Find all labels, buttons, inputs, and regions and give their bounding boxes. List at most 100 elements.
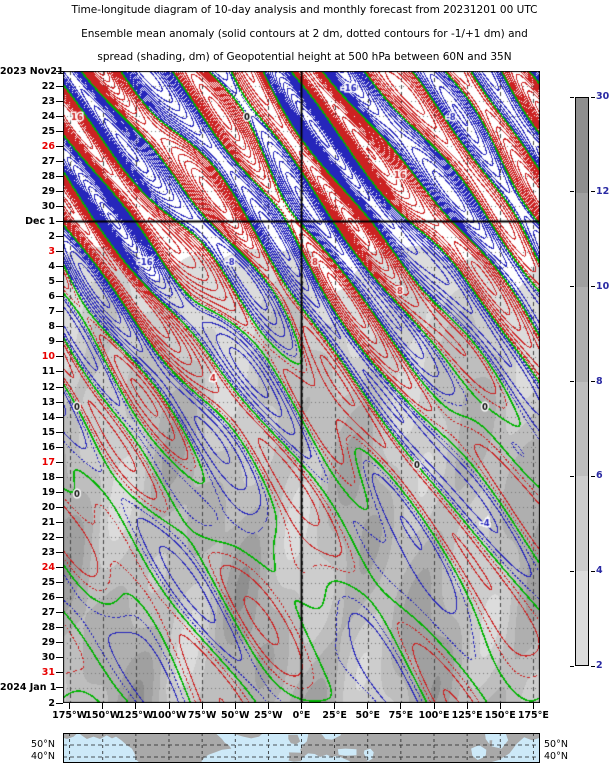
y-axis-date-label: 11	[41, 366, 55, 378]
y-axis-tick	[56, 627, 63, 629]
x-axis-tick	[367, 703, 369, 709]
map-lat-label-right: 50°N	[544, 739, 568, 750]
y-axis-tick	[56, 266, 63, 268]
y-axis-date-label: 24	[41, 110, 55, 122]
colorbar-segment	[576, 192, 588, 287]
y-axis-date-label: 6	[48, 291, 55, 303]
colorbar-segment	[576, 381, 588, 476]
y-axis-tick	[56, 145, 63, 147]
y-axis-tick	[56, 491, 63, 493]
colorbar-tick	[591, 381, 595, 382]
y-axis-tick	[56, 461, 63, 463]
colorbar-tick	[570, 665, 574, 667]
y-axis-date-label: 19	[41, 486, 55, 498]
y-axis-tick	[56, 657, 63, 659]
x-axis-tick	[400, 703, 402, 709]
map-chukotka-west	[63, 733, 78, 739]
y-axis-date-label: 2024 Jan 1	[0, 682, 57, 694]
map-british-isles	[288, 734, 301, 745]
colorbar-segment	[576, 570, 588, 665]
colorbar-tick	[591, 96, 595, 98]
y-axis-tick	[56, 356, 63, 358]
x-axis-tick	[69, 703, 71, 709]
y-axis-date-label: 9	[48, 336, 55, 348]
y-axis-tick	[56, 190, 63, 192]
x-axis-longitude-label: 25°E	[322, 710, 347, 721]
map-greenland-south	[231, 733, 264, 739]
y-axis-date-label: 30	[41, 652, 55, 664]
y-axis-tick	[56, 702, 63, 704]
y-axis-tick	[56, 401, 63, 403]
y-axis-date-label: 23	[41, 547, 55, 559]
y-axis-date-label: 21	[41, 516, 55, 528]
map-north-america	[78, 733, 232, 763]
y-axis-date-label: 24	[41, 562, 55, 574]
y-axis-date-label: 5	[48, 276, 55, 288]
y-axis-tick	[56, 597, 63, 599]
colorbar-tick	[591, 191, 595, 193]
colorbar-tick-label: 10	[596, 280, 609, 292]
map-kamchatka	[507, 733, 517, 744]
x-axis-longitude-label: 175°E	[517, 710, 549, 721]
chart-title-line-1: Time-longitude diagram of 10-day analysi…	[71, 4, 538, 16]
hovmoller-contour-plot	[63, 71, 540, 703]
y-axis-tick	[56, 431, 63, 433]
y-axis-tick	[56, 115, 63, 117]
colorbar-tick	[570, 381, 574, 382]
y-axis-tick	[56, 371, 63, 373]
map-japan	[475, 750, 495, 763]
y-axis-date-label: 10	[41, 351, 55, 363]
x-axis-tick	[334, 703, 336, 709]
map-chukotka-east	[529, 733, 540, 738]
y-axis-date-label: 27	[41, 607, 55, 619]
x-axis-tick	[466, 703, 468, 709]
x-axis-tick	[301, 703, 302, 709]
colorbar-tick	[570, 570, 574, 572]
colorbar-segment	[576, 476, 588, 571]
x-axis-longitude-label: 50°W	[221, 710, 250, 721]
colorbar-tick	[591, 570, 595, 572]
y-axis-tick	[56, 386, 63, 388]
y-axis-tick	[56, 205, 63, 207]
y-axis-tick	[56, 567, 63, 569]
colorbar-tick-label: 6	[596, 470, 603, 482]
y-axis-date-label: 29	[41, 637, 55, 649]
colorbar-tick	[570, 191, 574, 193]
x-axis-tick	[433, 703, 435, 709]
colorbar-tick	[570, 286, 574, 288]
y-axis-date-label: 2	[48, 231, 55, 243]
colorbar-segment	[576, 287, 588, 382]
y-axis-date-label: 17	[41, 456, 55, 468]
y-axis-date-label: 26	[41, 592, 55, 604]
y-axis-date-label: 29	[41, 185, 55, 197]
colorbar-tick	[570, 96, 574, 98]
x-axis-tick	[201, 703, 203, 709]
x-axis-longitude-label: 50°E	[355, 710, 380, 721]
y-axis-tick	[56, 326, 63, 328]
map-black-sea	[337, 748, 357, 756]
y-axis-tick	[56, 612, 63, 614]
y-axis-tick	[56, 175, 63, 177]
x-axis-longitude-label: 125°W	[118, 710, 154, 721]
y-axis-date-label: 18	[41, 471, 55, 483]
y-axis-tick	[56, 130, 63, 132]
x-axis-tick	[267, 703, 269, 709]
colorbar-tick-label: 8	[596, 375, 603, 387]
y-axis-date-label: 26	[41, 140, 55, 152]
x-axis-longitude-label: 0°E	[292, 710, 311, 721]
colorbar-tick-label: 2	[596, 660, 603, 671]
y-axis-date-label: 25	[41, 125, 55, 137]
y-axis-tick	[56, 521, 63, 523]
y-axis-tick	[56, 100, 63, 102]
y-axis-tick	[56, 311, 63, 313]
y-axis-date-label: 16	[41, 441, 55, 453]
x-axis-longitude-label: 75°W	[187, 710, 217, 721]
chart-title-line-2: Ensemble mean anomaly (solid contours at…	[81, 28, 528, 40]
y-axis-tick	[56, 70, 63, 72]
y-axis-tick	[56, 642, 63, 644]
colorbar-body	[575, 97, 589, 666]
y-axis-date-label: Dec 1	[25, 215, 55, 227]
map-border	[63, 733, 540, 763]
y-axis-date-label: 4	[48, 261, 55, 273]
